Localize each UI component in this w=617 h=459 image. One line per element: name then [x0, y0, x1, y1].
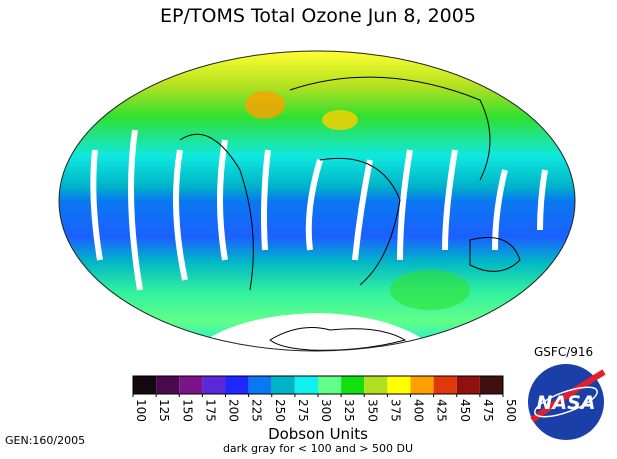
colorbar-tick-label: 400 [412, 399, 426, 422]
colorbar-segment [410, 376, 434, 394]
colorbar-tick-label: 500 [504, 399, 518, 422]
colorbar-tick-label: 450 [458, 399, 472, 422]
colorbar-tick-label: 425 [435, 399, 449, 422]
colorbar-segment [318, 376, 342, 394]
colorbar-segment [387, 376, 411, 394]
colorbar-segment [294, 376, 318, 394]
credit: GSFC/916 [534, 345, 593, 359]
globe-outline [58, 50, 576, 352]
colorbar-tick-label: 325 [342, 399, 356, 422]
colorbar-segment [341, 376, 365, 394]
colorbar-note: dark gray for < 100 and > 500 DU [223, 442, 413, 455]
colorbar-segment [433, 376, 457, 394]
colorbar-label: Dobson Units [268, 425, 368, 443]
title: EP/TOMS Total Ozone Jun 8, 2005 [160, 5, 476, 27]
colorbar-segment [225, 376, 249, 394]
ozone-map [59, 51, 575, 351]
colorbar-segment [156, 376, 180, 394]
colorbar-tick-label: 350 [365, 399, 379, 422]
colorbar-tick-label: 300 [319, 399, 333, 422]
colorbar-segment [479, 376, 503, 394]
colorbar-segment [271, 376, 295, 394]
colorbar-tick-label: 475 [481, 399, 495, 422]
colorbar-segment [456, 376, 480, 394]
colorbar-tick-label: 125 [157, 399, 171, 422]
colorbar: 100 125 150 175 200 225 250 275 300 325 350 375 400 4… [132, 375, 518, 422]
colorbar-segment [202, 376, 226, 394]
logo-text: NASA [537, 392, 596, 414]
colorbar-tick-label: 375 [388, 399, 402, 422]
colorbar-segment [364, 376, 388, 394]
colorbar-tick-label: 175 [203, 399, 217, 422]
colorbar-tick-label: 200 [227, 399, 241, 422]
colorbar-segment [248, 376, 272, 394]
colorbar-tick-label: 275 [296, 399, 310, 422]
colorbar-tick-label: 100 [134, 399, 148, 422]
colorbar-tick-label: 225 [250, 399, 264, 422]
colorbar-segment [179, 376, 203, 394]
generation: GEN:160/2005 [5, 434, 85, 447]
colorbar-segment [133, 376, 157, 394]
colorbar-tick-label: 150 [180, 399, 194, 422]
colorbar-tick-label: 250 [273, 399, 287, 422]
nasa-logo: NASA [528, 364, 606, 440]
